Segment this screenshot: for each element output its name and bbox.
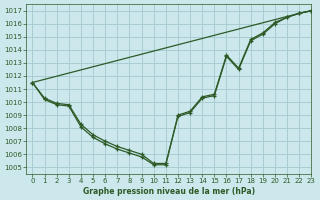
X-axis label: Graphe pression niveau de la mer (hPa): Graphe pression niveau de la mer (hPa) bbox=[83, 187, 255, 196]
